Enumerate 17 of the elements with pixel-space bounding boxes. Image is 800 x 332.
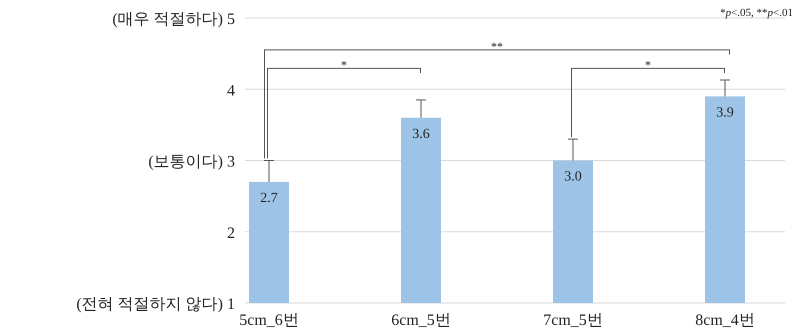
x-tick-label: 5cm_6번 [239, 312, 299, 329]
y-tick-label: (매우 적절하다) 5 [112, 11, 235, 28]
data-label: 2.7 [260, 190, 278, 206]
data-label: 3.6 [412, 126, 430, 142]
annotation: ** [491, 39, 503, 54]
y-tick-label: 4 [227, 82, 235, 100]
annotation: *p<.05, **p<.01 [720, 7, 793, 19]
data-label: 3.9 [716, 105, 734, 120]
data-label: 3.0 [564, 170, 582, 184]
x-tick-label: 6cm_5번 [391, 312, 451, 329]
y-tick-label: (보통이다) 3 [148, 154, 235, 170]
annotation: * [341, 58, 347, 72]
y-tick-label: (전혀 적절하지 않다) 1 [76, 296, 235, 313]
y-tick-label: 2 [227, 224, 235, 242]
annotation: * [645, 58, 651, 72]
x-tick-label: 7cm_5번 [543, 312, 603, 329]
x-tick-label: 8cm_4번 [695, 312, 755, 329]
